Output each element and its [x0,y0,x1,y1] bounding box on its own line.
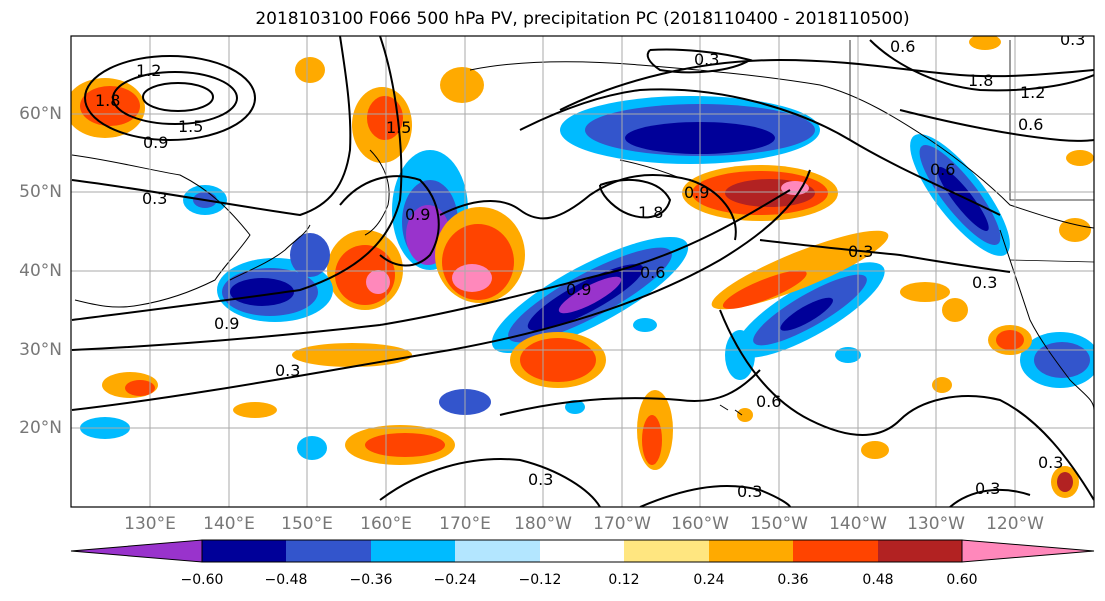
colorbar-tick-label: 0.48 [862,572,894,588]
colorbar-cell [540,540,624,562]
colorbar-tick-label: −0.36 [349,572,393,588]
political-borders [849,40,1094,263]
colorbar-cell [371,540,455,562]
contour-label: 0.3 [972,273,997,292]
contour-label: 0.3 [848,242,873,261]
contour-labels: 1.2 1.8 0.9 1.5 0.3 0.9 0.3 0.9 1.5 0.9 … [95,30,1085,501]
contour-label: 0.6 [890,37,915,56]
colorbar-tick-label: −0.12 [518,572,562,588]
map-frame [70,35,1095,508]
colorbar-cell [202,540,286,562]
contour-label: 1.5 [386,118,411,137]
contour-label: 0.3 [275,361,300,380]
colorbar-cell [793,540,878,562]
map-title: 2018103100 F066 500 hPa PV, precipitatio… [255,9,910,29]
colorbar-tick-label: 0.24 [693,572,725,588]
contour-label: 0.9 [143,133,168,152]
contour-label: 0.3 [528,470,553,489]
contour-label: 1.5 [178,117,203,136]
lon-label: 140°W [829,514,887,534]
contour-label: 1.2 [1020,83,1045,102]
contour-label: 1.2 [136,61,161,80]
colorbar-tick-label: −0.60 [180,572,224,588]
graticule [71,36,1094,507]
pv-contours [71,36,1094,507]
contour-label: 0.3 [975,479,1000,498]
colorbar-tick-label: 0.12 [608,572,640,588]
lon-label: 180°W [514,514,572,534]
contour-label: 1.8 [638,203,663,222]
colorbar-tick-label: −0.48 [264,572,308,588]
colorbar-tick-label: 0.60 [946,572,978,588]
lon-label: 150°W [750,514,808,534]
contour-label: 0.9 [566,280,591,299]
contour-label: 1.8 [968,71,993,90]
lon-label: 150°E [281,514,333,534]
contour-label: 0.3 [1038,453,1063,472]
contour-label: 0.9 [214,314,239,333]
lon-label: 170°E [439,514,491,534]
lat-label: 40°N [19,261,62,281]
contour-label: 1.8 [95,91,120,110]
colorbar-cell [878,540,962,562]
colorbar-cell [624,540,709,562]
contour-label: 0.9 [405,205,430,224]
contour-label: 0.6 [640,263,665,282]
colorbar-cell [961,539,1095,563]
lon-label: 140°E [203,514,255,534]
contour-label: 0.3 [737,482,762,501]
colorbar-tick-label: −0.24 [433,572,477,588]
colorbar-cell [455,540,540,562]
lat-label: 50°N [19,182,62,202]
lon-label: 160°E [360,514,412,534]
colorbar-cell [70,539,203,563]
precipitation-anomaly-fills [71,36,1094,498]
lon-label: 130°E [124,514,176,534]
contour-label: 0.6 [1018,115,1043,134]
lat-label: 30°N [19,340,62,360]
contour-label: 0.3 [694,50,719,69]
contour-label: 0.3 [1060,30,1085,49]
lon-label: 120°W [986,514,1044,534]
lat-label: 20°N [19,418,62,438]
colorbar-cell [709,540,793,562]
colorbar-tick-label: 0.36 [777,572,809,588]
contour-label: 0.9 [684,183,709,202]
contour-label: 0.6 [756,392,781,411]
contour-label: 0.6 [930,160,955,179]
colorbar [70,539,1095,563]
lon-label: 130°W [907,514,965,534]
contour-label: 0.3 [142,189,167,208]
colorbar-frame [201,539,963,563]
lon-label: 170°W [593,514,651,534]
lon-label: 160°W [671,514,729,534]
lat-label: 60°N [19,104,62,124]
colorbar-cell [286,540,371,562]
